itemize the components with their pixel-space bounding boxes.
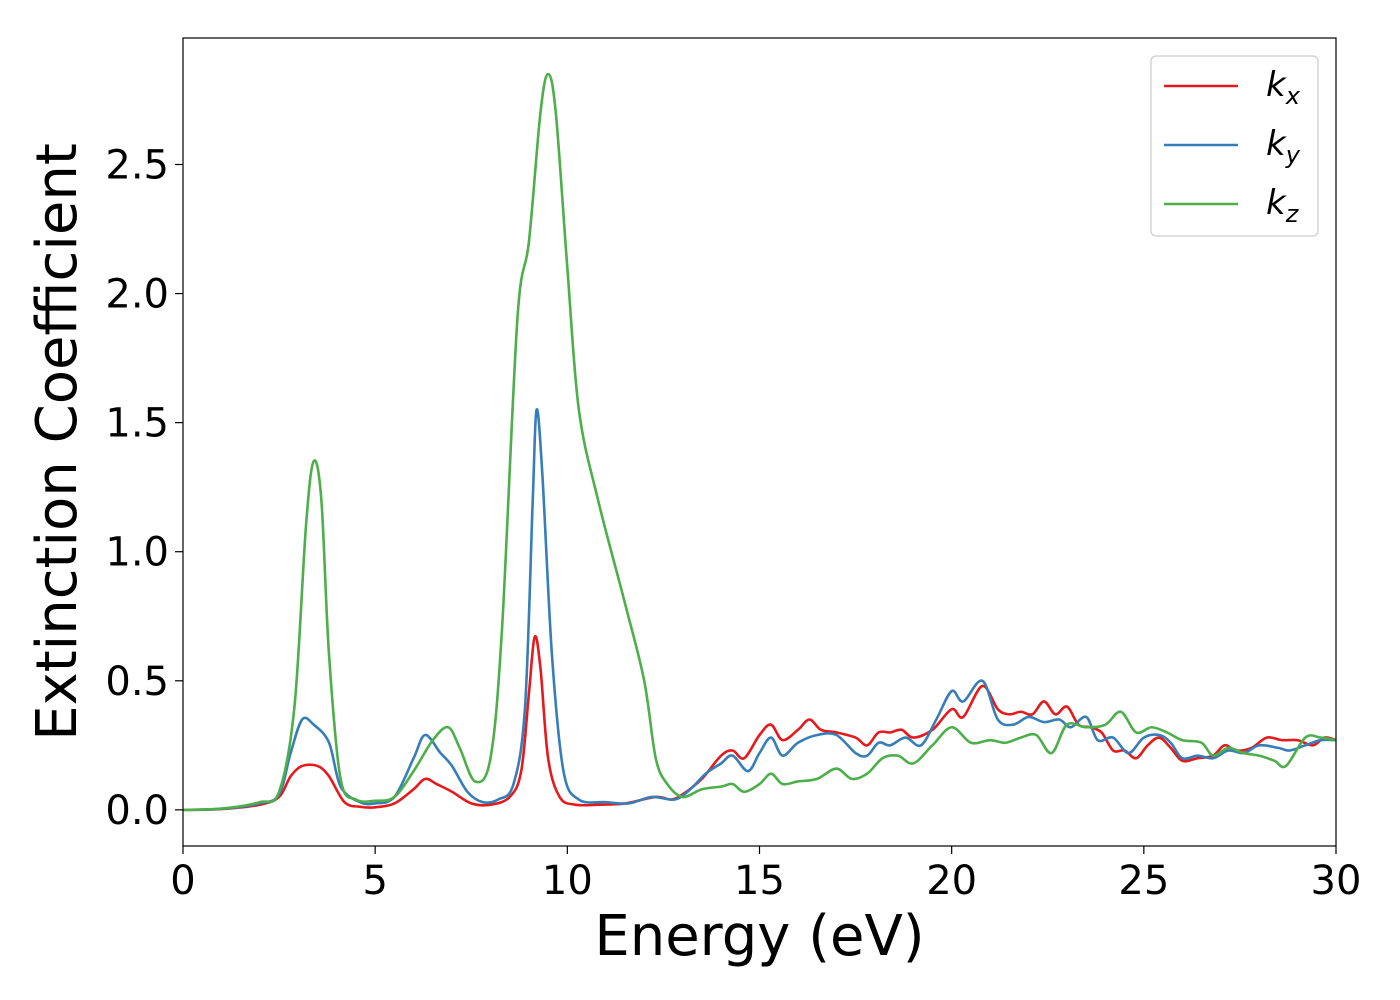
series-line-kx — [183, 634, 1336, 812]
x-tick-label: 10 — [542, 858, 593, 904]
x-tick-label: 25 — [1118, 858, 1169, 904]
y-tick-label: 2.0 — [105, 272, 169, 318]
y-tick-label: 1.5 — [105, 401, 169, 447]
x-tick-label: 15 — [734, 858, 785, 904]
y-tick-label: 2.5 — [105, 142, 169, 188]
x-axis-title: Energy (eV) — [594, 904, 924, 969]
x-tick-label: 20 — [926, 858, 977, 904]
legend: kx ky kz — [1150, 55, 1319, 237]
y-tick-label: 0.0 — [105, 788, 169, 834]
legend-label-ky: ky — [1266, 124, 1301, 169]
plot-area — [183, 38, 1336, 846]
y-tick-label: 1.0 — [105, 530, 169, 576]
y-tick-label: 0.5 — [105, 659, 169, 705]
series-layer — [183, 72, 1336, 812]
x-tick-label: 30 — [1311, 858, 1362, 904]
y-axis: 0.0 0.5 1.0 1.5 2.0 2.5 — [105, 142, 183, 834]
x-tick-label: 5 — [362, 858, 387, 904]
legend-label-kx: kx — [1266, 65, 1301, 110]
legend-label-kz: kz — [1266, 183, 1300, 228]
series-line-ky — [183, 408, 1336, 812]
x-tick-label: 0 — [170, 858, 195, 904]
x-axis: 0 5 10 15 20 25 30 — [170, 846, 1361, 904]
series-line-kz — [183, 72, 1336, 812]
y-axis-title: Extinction Coefficient — [25, 143, 90, 741]
